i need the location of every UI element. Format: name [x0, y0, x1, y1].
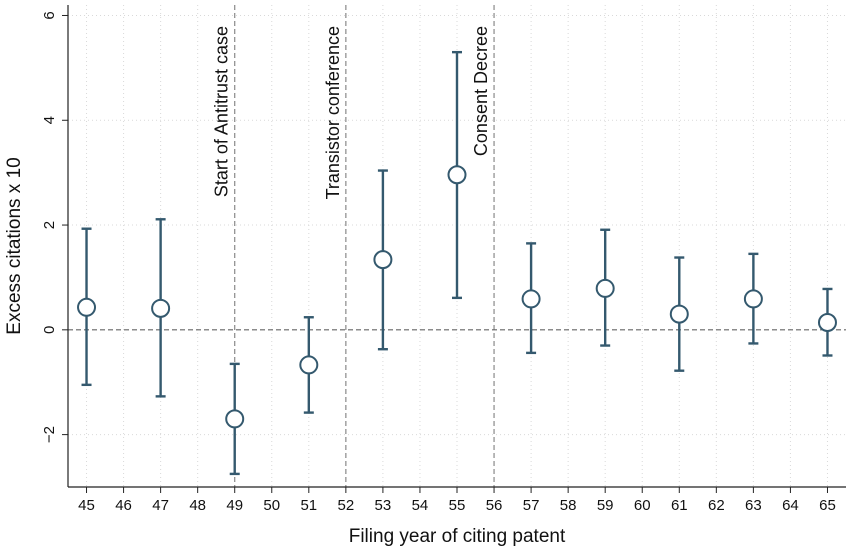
x-tick-label: 63	[745, 497, 762, 514]
x-tick-label: 56	[486, 497, 503, 514]
data-point-group	[151, 218, 171, 398]
x-tick-label: 55	[449, 497, 466, 514]
data-point	[373, 250, 393, 270]
y-tick-label: 6	[41, 11, 58, 19]
series-points	[77, 50, 837, 476]
y-axis-label: Excess citations x 10	[4, 157, 25, 334]
vertical-line-label: Transistor conference	[323, 26, 343, 199]
data-point	[299, 355, 319, 375]
data-point-group	[77, 227, 97, 387]
data-point	[447, 165, 467, 185]
data-point	[521, 289, 541, 309]
x-tick-label: 52	[338, 497, 355, 514]
data-point	[669, 304, 689, 324]
x-tick-label: 48	[189, 497, 206, 514]
data-point	[225, 409, 245, 429]
vertical-line-label: Start of Antitrust case	[212, 26, 232, 197]
data-point	[743, 289, 763, 309]
x-tick-label: 50	[263, 497, 280, 514]
data-point	[77, 297, 97, 317]
data-point	[595, 278, 615, 298]
y-tick-label: 2	[41, 221, 58, 229]
data-point-group	[373, 169, 393, 351]
x-tick-label: 46	[115, 497, 132, 514]
x-tick-label: 64	[782, 497, 799, 514]
data-point-group	[669, 256, 689, 372]
x-tick-label: 49	[226, 497, 243, 514]
x-tick-label: 53	[375, 497, 392, 514]
x-tick-label: 62	[708, 497, 725, 514]
x-tick-label: 51	[300, 497, 317, 514]
x-tick-label: 47	[152, 497, 169, 514]
data-point	[817, 312, 837, 332]
x-tick-label: 61	[671, 497, 688, 514]
y-tick-label: −2	[41, 426, 58, 443]
data-point-group	[299, 316, 319, 414]
vertical-reference-lines: Start of Antitrust case Transistor confer…	[212, 5, 495, 487]
x-tick-label: 54	[412, 497, 429, 514]
data-point-group	[225, 362, 245, 476]
tick-labels: 45 46 47 48 49 50 51 52 53 54 55 56 57 58 59 60 61 62 63 64…	[41, 11, 836, 514]
x-axis-label: Filing year of citing patent	[349, 526, 566, 547]
x-tick-label: 58	[560, 497, 577, 514]
y-tick-label: 4	[41, 116, 58, 124]
x-tick-label: 45	[78, 497, 95, 514]
data-point-group	[743, 252, 763, 345]
x-tick-label: 65	[819, 497, 836, 514]
data-point-group	[595, 228, 615, 347]
y-tick-label: 0	[41, 326, 58, 334]
data-point	[151, 298, 171, 318]
x-tick-label: 60	[634, 497, 651, 514]
x-tick-label: 57	[523, 497, 540, 514]
x-tick-label: 59	[597, 497, 614, 514]
data-point-group	[447, 50, 467, 300]
data-point-group	[817, 287, 837, 357]
data-point-group	[521, 242, 541, 355]
vertical-line-label: Consent Decree	[471, 26, 491, 156]
